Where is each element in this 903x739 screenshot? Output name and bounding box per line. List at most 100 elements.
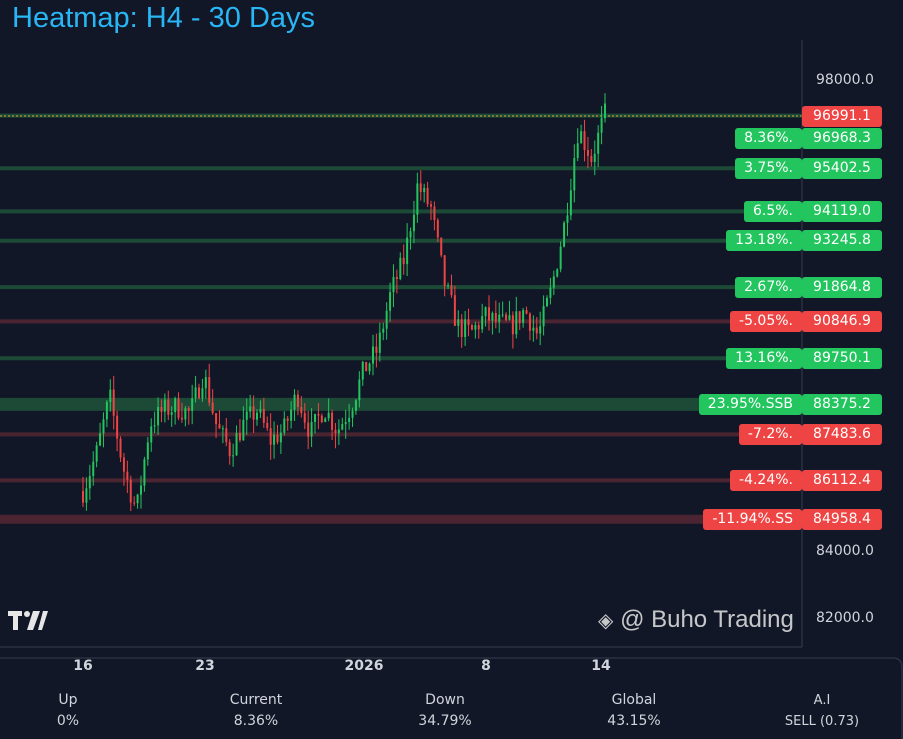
candle-body	[88, 476, 91, 489]
watermark: ◈ @ Buho Trading	[598, 606, 794, 633]
candle-body	[150, 426, 153, 443]
candle-body	[221, 428, 224, 430]
level-price-label: 87483.6	[802, 423, 882, 445]
candle-body	[395, 277, 398, 279]
candle-body	[358, 379, 361, 401]
candle-body	[126, 471, 129, 480]
candle-body	[552, 276, 555, 288]
candle-body	[327, 412, 330, 419]
candle-body	[341, 424, 344, 430]
candle-body	[116, 415, 119, 439]
candle-body	[218, 424, 221, 429]
candle-body	[501, 314, 504, 316]
candle-body	[174, 398, 177, 413]
candle-body	[194, 387, 197, 399]
candle-body	[129, 479, 132, 503]
candle-body	[112, 389, 115, 416]
candle-body	[532, 327, 535, 331]
candle-body	[593, 153, 596, 162]
level-price-label: 86112.4	[802, 469, 882, 491]
tradingview-logo-icon	[8, 611, 48, 630]
candle-body	[477, 325, 480, 330]
candle-body	[259, 408, 262, 413]
candle-body	[528, 313, 531, 331]
candle-body	[440, 237, 443, 256]
candle-body	[211, 402, 214, 414]
candle-body	[494, 312, 497, 322]
level-pct-label: -11.94%.SS	[703, 508, 802, 530]
candle-body	[505, 314, 508, 320]
candle-body	[170, 412, 173, 415]
stat-global: Global 43.15%	[607, 692, 661, 729]
level-lines	[0, 113, 802, 524]
candle-body	[525, 310, 528, 314]
candle-body	[399, 257, 402, 279]
candle-body	[300, 406, 303, 414]
level-price-label: 89750.1	[802, 347, 882, 369]
candle-body	[549, 287, 552, 298]
candle-body	[143, 459, 146, 486]
candle-body	[460, 319, 463, 338]
candle-body	[546, 297, 548, 307]
candle-body	[245, 411, 248, 420]
candle-body	[228, 442, 231, 457]
candle-body	[252, 406, 255, 420]
candle-body	[368, 363, 371, 372]
level-pct-label: 3.75%.	[735, 157, 802, 179]
candle-body	[583, 131, 586, 150]
candle-body	[163, 399, 166, 412]
candle-body	[372, 346, 374, 364]
candle-body	[433, 206, 436, 220]
candle-body	[99, 433, 102, 446]
candle-body	[133, 502, 136, 504]
candle-body	[198, 387, 200, 399]
y-tick: 82000.0	[816, 610, 874, 626]
candle-body	[201, 388, 204, 399]
level-pct-label: 13.18%.	[726, 230, 802, 252]
candle-body	[481, 316, 484, 330]
candle-body	[351, 410, 354, 418]
candle-body	[576, 143, 579, 159]
candle-body	[180, 417, 183, 420]
level-pct-label: 8.36%.	[735, 128, 802, 149]
stat-ai: A.I SELL (0.73)	[784, 693, 860, 729]
candle-body	[293, 394, 296, 410]
page-title: Heatmap: H4 - 30 Days	[12, 2, 316, 34]
candle-body	[392, 277, 395, 293]
candle-body	[375, 346, 378, 353]
candle-body	[140, 485, 142, 495]
level-price-label: 90846.9	[802, 310, 882, 332]
candle-body	[232, 455, 235, 457]
candle-body	[402, 257, 405, 265]
candle-body	[146, 442, 149, 460]
candle-body	[317, 414, 320, 416]
level-price-label: 95402.5	[802, 157, 882, 179]
y-tick: 98000.0	[816, 72, 874, 88]
candle-body	[522, 310, 525, 323]
candle-body	[235, 432, 238, 456]
candle-body	[604, 103, 606, 119]
candle-body	[450, 285, 453, 296]
candle-body	[82, 490, 84, 503]
candle-body	[569, 190, 572, 216]
x-tick: 16	[73, 658, 93, 674]
candle-body	[296, 394, 299, 407]
x-tick: 23	[195, 658, 215, 674]
candle-body	[279, 432, 282, 443]
candle-body	[122, 457, 125, 472]
candle-body	[539, 326, 542, 334]
x-tick: 8	[481, 658, 491, 674]
candle-body	[586, 149, 589, 156]
candle-body	[105, 401, 108, 420]
candle-body	[508, 315, 511, 320]
candle-body	[361, 361, 364, 380]
level-pct-label: 6.5%.	[743, 200, 802, 222]
level-pct-label: 13.16%.	[726, 347, 802, 369]
candle-body	[573, 158, 576, 191]
candle-body	[204, 377, 207, 389]
level-price-label: 96968.3	[802, 128, 882, 149]
candle-body	[85, 488, 88, 503]
candle-body	[597, 132, 600, 154]
candle-body	[160, 407, 163, 412]
